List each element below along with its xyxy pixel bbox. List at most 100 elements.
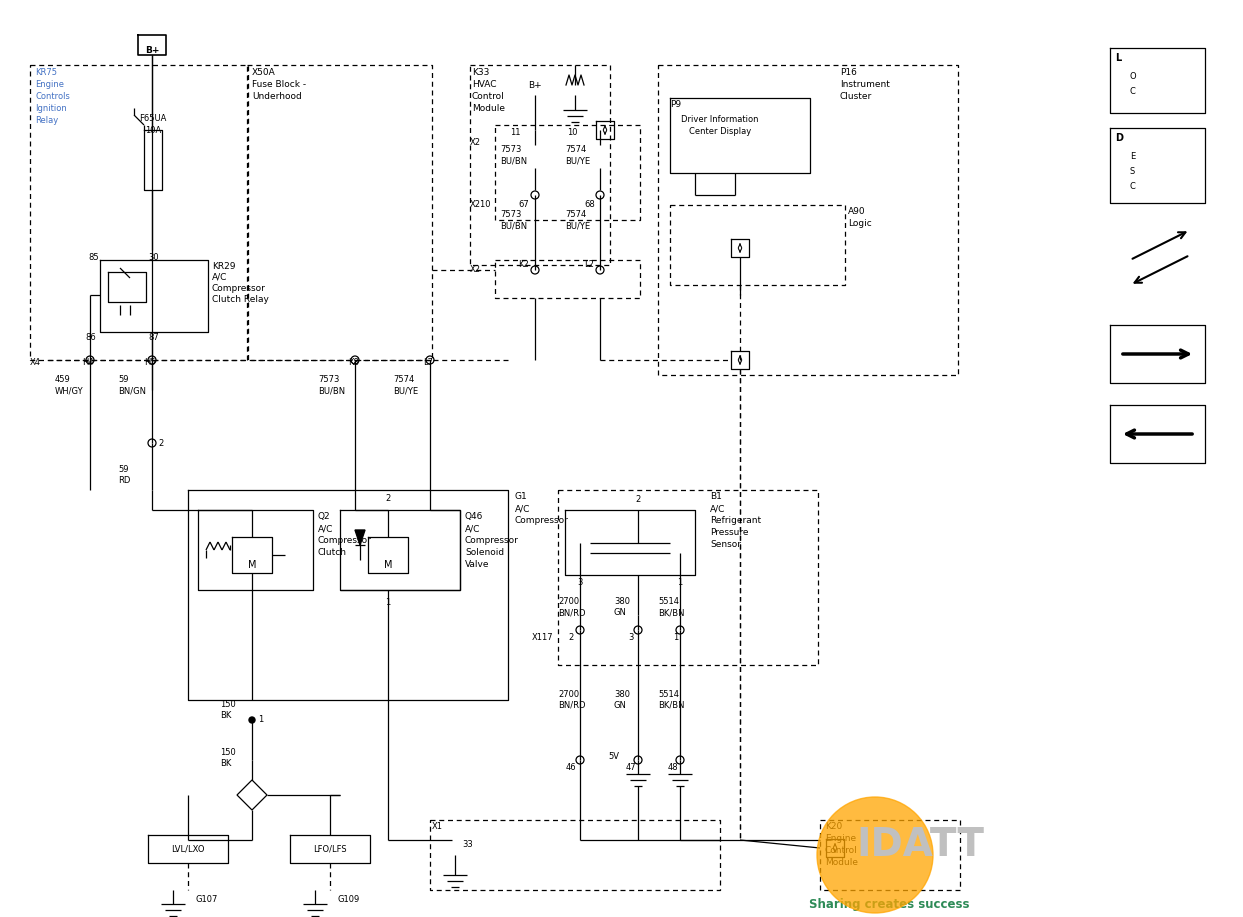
Text: BU/BN: BU/BN [318,386,346,395]
Text: LVL/LXO: LVL/LXO [172,845,205,854]
Text: BK/BN: BK/BN [658,608,685,617]
Text: A/C: A/C [213,273,227,282]
Text: 380: 380 [614,597,630,606]
Text: Underhood: Underhood [252,92,302,101]
Text: 5V: 5V [609,752,619,761]
Text: C: C [1130,182,1136,191]
Text: 2: 2 [158,438,163,447]
Text: Compressor: Compressor [213,284,266,293]
Text: BK: BK [220,711,231,720]
Text: 67: 67 [518,200,528,209]
Text: Center Display: Center Display [689,127,751,136]
Text: 87: 87 [148,333,159,342]
Text: L7: L7 [423,358,433,367]
Text: X210: X210 [470,200,491,209]
Text: 85: 85 [88,253,98,262]
Text: Instrument: Instrument [840,80,890,89]
Text: BU/YE: BU/YE [393,386,418,395]
Text: 7573: 7573 [500,210,521,219]
Text: M: M [247,560,256,570]
Text: 1: 1 [259,715,264,724]
Text: S: S [1130,167,1135,176]
Text: 86: 86 [85,333,96,342]
Text: 2: 2 [568,633,573,642]
Text: 380: 380 [614,690,630,699]
Text: X4: X4 [30,358,41,367]
Circle shape [249,717,255,723]
Text: Control: Control [825,846,858,855]
Text: BU/YE: BU/YE [566,156,590,165]
Text: D: D [1115,133,1122,143]
Text: Engine: Engine [825,834,856,843]
Text: Controls: Controls [35,92,70,101]
Text: LFO/LFS: LFO/LFS [313,845,347,854]
Text: 2: 2 [635,495,640,504]
Text: B+: B+ [528,81,542,90]
Text: Compressor: Compressor [318,536,372,545]
Text: BU/BN: BU/BN [500,221,527,230]
Text: KR75: KR75 [35,68,57,77]
Text: 1: 1 [672,633,679,642]
Text: L2: L2 [584,260,594,269]
Text: A/C: A/C [318,524,333,533]
Text: K2: K2 [518,260,528,269]
Text: IDATT: IDATT [856,826,984,864]
Text: GN: GN [614,701,626,710]
Text: F65UA: F65UA [139,114,167,123]
Text: L: L [1115,53,1121,63]
Text: 7574: 7574 [393,375,414,384]
Text: 150: 150 [220,700,236,709]
Text: Pressure: Pressure [710,528,748,537]
Text: BN/RD: BN/RD [558,701,585,710]
Text: C: C [1130,87,1136,96]
Text: K33: K33 [472,68,490,77]
Text: RD: RD [118,476,131,485]
Text: Cluster: Cluster [840,92,873,101]
Text: Module: Module [472,104,505,113]
Text: B1: B1 [710,492,722,501]
Text: Clutch Relay: Clutch Relay [213,295,268,304]
Text: 47: 47 [626,763,636,772]
Text: 11: 11 [510,128,521,137]
Text: 7573: 7573 [500,145,521,154]
Text: 30: 30 [148,253,159,262]
Text: 5514: 5514 [658,690,679,699]
Text: 10A: 10A [145,126,162,135]
Text: X2: X2 [470,265,481,274]
Text: G1: G1 [515,492,528,501]
Text: BN/GN: BN/GN [118,386,145,395]
Text: Logic: Logic [848,219,871,228]
Text: Compressor: Compressor [465,536,518,545]
Text: 3: 3 [628,633,634,642]
Text: Compressor: Compressor [515,516,569,525]
Text: BK: BK [220,759,231,768]
Text: P9: P9 [670,100,681,109]
Text: 2700: 2700 [558,597,579,606]
Text: 7573: 7573 [318,375,339,384]
Text: 2: 2 [385,494,390,503]
Text: 48: 48 [667,763,679,772]
Circle shape [817,797,933,913]
Text: 5514: 5514 [658,597,679,606]
Text: M: M [384,560,393,570]
Text: Sensor: Sensor [710,540,741,549]
Text: H4: H4 [82,358,93,367]
Text: 59: 59 [118,465,128,474]
Text: WH/GY: WH/GY [55,386,83,395]
Text: H5: H5 [144,358,155,367]
Text: 7574: 7574 [566,145,587,154]
Text: KR29: KR29 [213,262,235,271]
Text: Valve: Valve [465,560,490,569]
Text: Module: Module [825,858,858,867]
Text: A/C: A/C [515,504,531,513]
Text: 1: 1 [677,578,682,587]
Text: X2: X2 [470,138,481,147]
Text: HVAC: HVAC [472,80,496,89]
Text: BN/RD: BN/RD [558,608,585,617]
Text: Solenoid: Solenoid [465,548,505,557]
Text: Q46: Q46 [465,512,484,521]
Text: K20: K20 [825,822,843,831]
Text: 59: 59 [118,375,128,384]
Text: 2700: 2700 [558,690,579,699]
Text: Refrigerant: Refrigerant [710,516,761,525]
